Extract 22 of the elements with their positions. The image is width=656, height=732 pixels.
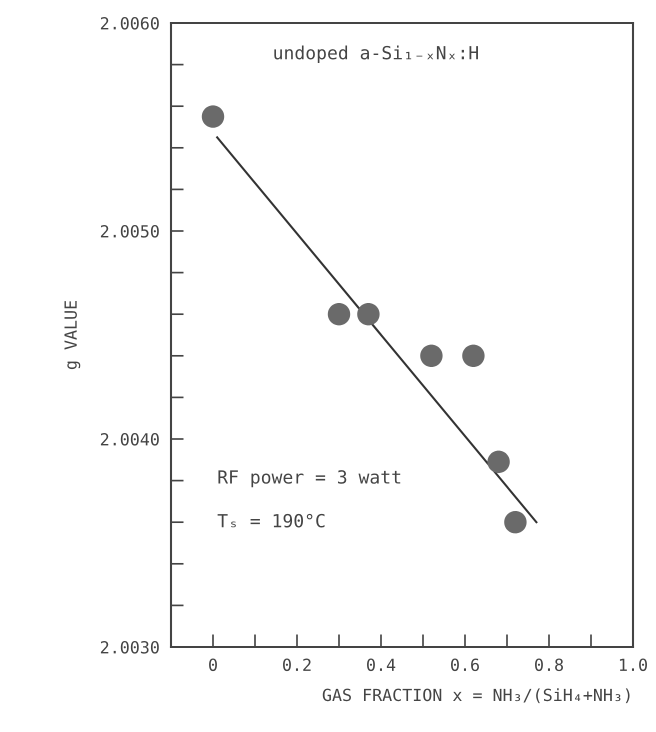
point [504, 511, 527, 534]
annotation: Tₛ = 190°C [218, 514, 324, 528]
x-tick-label: 0.8 [535, 658, 563, 672]
point [328, 303, 350, 326]
point [202, 105, 224, 128]
y-tick-label: 2.0050 [100, 225, 159, 238]
y-axis-title: g VALUE [64, 300, 80, 370]
x-tick-label: 0.4 [367, 658, 396, 672]
annotation: undoped a-Si₁₋ₓNₓ:H [274, 46, 478, 63]
x-tick-label: 0.6 [451, 658, 479, 672]
annotation: RF power = 3 watt [218, 470, 400, 488]
x-tick-label: 1.0 [620, 658, 647, 672]
x-tick-label: 0.2 [283, 658, 311, 672]
x-tick-label: 0 [209, 658, 217, 672]
point [462, 344, 485, 367]
point [420, 344, 443, 367]
point [357, 303, 380, 326]
point [487, 450, 510, 474]
y-tick-label: 2.0060 [100, 17, 159, 30]
x-axis-title: GAS FRACTION x = NH₃/(SiH₄+NH₃) [322, 688, 630, 704]
y-tick-label: 2.0030 [100, 641, 159, 654]
y-tick-label: 2.0040 [100, 433, 159, 446]
